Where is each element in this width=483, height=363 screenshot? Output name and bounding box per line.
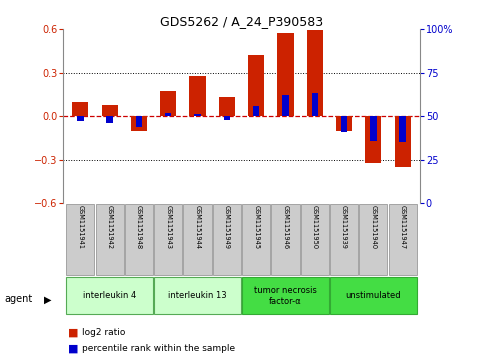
Text: log2 ratio: log2 ratio <box>82 328 126 337</box>
Bar <box>330 204 358 275</box>
Bar <box>248 55 264 116</box>
Bar <box>277 33 294 116</box>
Bar <box>66 204 95 275</box>
Bar <box>96 204 124 275</box>
Text: ▶: ▶ <box>43 294 51 305</box>
Text: tumor necrosis
factor-α: tumor necrosis factor-α <box>254 286 317 306</box>
Bar <box>224 116 230 120</box>
Text: interleukin 4: interleukin 4 <box>83 291 136 300</box>
Text: GSM1151947: GSM1151947 <box>399 205 406 250</box>
Bar <box>131 116 147 131</box>
Bar <box>312 93 318 116</box>
Text: interleukin 13: interleukin 13 <box>168 291 227 300</box>
Text: GSM1151945: GSM1151945 <box>253 205 259 250</box>
Bar <box>154 277 241 314</box>
Bar <box>388 204 417 275</box>
Bar <box>370 116 377 140</box>
Bar <box>359 204 387 275</box>
Bar <box>77 116 84 121</box>
Bar <box>194 114 201 116</box>
Bar <box>253 106 259 116</box>
Bar <box>160 91 176 116</box>
Bar <box>154 204 182 275</box>
Bar <box>271 204 299 275</box>
Text: agent: agent <box>5 294 33 305</box>
Bar <box>213 204 241 275</box>
Text: GSM1151946: GSM1151946 <box>283 205 288 250</box>
Text: ■: ■ <box>68 343 78 354</box>
Bar <box>106 116 113 123</box>
Text: GSM1151950: GSM1151950 <box>312 205 318 250</box>
Bar <box>125 204 153 275</box>
Bar <box>399 116 406 142</box>
Bar <box>307 30 323 116</box>
Title: GDS5262 / A_24_P390583: GDS5262 / A_24_P390583 <box>160 15 323 28</box>
Bar <box>395 116 411 167</box>
Text: GSM1151940: GSM1151940 <box>370 205 376 250</box>
Bar <box>242 277 329 314</box>
Text: GSM1151943: GSM1151943 <box>165 205 171 249</box>
Text: ■: ■ <box>68 327 78 337</box>
Bar <box>189 76 206 116</box>
Bar <box>72 102 88 116</box>
Text: GSM1151944: GSM1151944 <box>195 205 200 250</box>
Bar <box>301 204 329 275</box>
Text: percentile rank within the sample: percentile rank within the sample <box>82 344 235 353</box>
Bar <box>66 277 153 314</box>
Text: unstimulated: unstimulated <box>345 291 401 300</box>
Bar <box>219 97 235 116</box>
Text: GSM1151949: GSM1151949 <box>224 205 230 249</box>
Bar <box>184 204 212 275</box>
Bar <box>136 116 142 127</box>
Bar <box>341 116 347 132</box>
Bar <box>365 116 382 163</box>
Bar <box>165 113 171 116</box>
Text: GSM1151941: GSM1151941 <box>77 205 84 249</box>
Bar <box>242 204 270 275</box>
Bar <box>330 277 417 314</box>
Bar <box>336 116 352 131</box>
Text: GSM1151942: GSM1151942 <box>107 205 113 250</box>
Bar <box>101 105 118 116</box>
Bar <box>282 95 289 116</box>
Text: GSM1151948: GSM1151948 <box>136 205 142 250</box>
Text: GSM1151939: GSM1151939 <box>341 205 347 249</box>
